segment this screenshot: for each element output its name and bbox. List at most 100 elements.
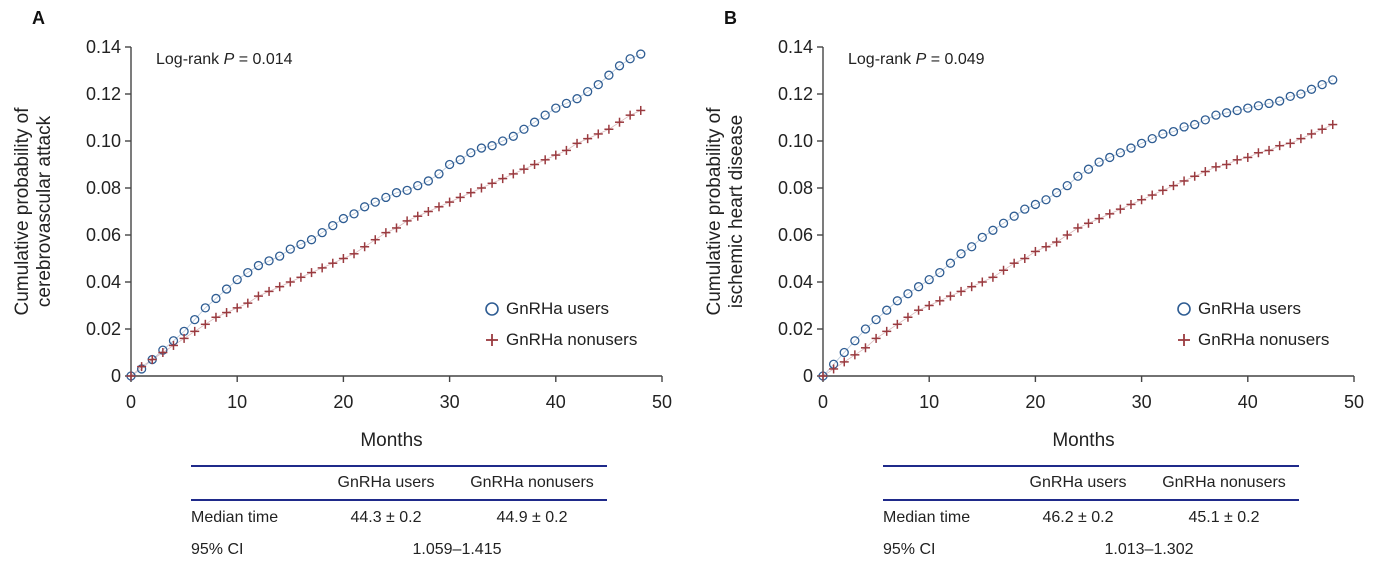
data-point — [1222, 160, 1232, 169]
y-tick-label: 0.14 — [86, 37, 121, 57]
data-point — [988, 225, 998, 235]
legend-marker-users — [1177, 302, 1191, 316]
data-point — [1296, 134, 1306, 144]
data-point — [1009, 258, 1019, 268]
data-point — [1328, 120, 1338, 130]
data-point — [476, 183, 486, 193]
data-point — [147, 355, 157, 365]
data-point — [190, 326, 200, 336]
y-axis-title-line: Cumulative probability of — [704, 107, 725, 316]
data-point — [860, 324, 871, 334]
data-point — [445, 197, 455, 207]
data-point — [604, 70, 614, 80]
data-point — [455, 155, 465, 165]
data-point — [1211, 162, 1221, 172]
data-point — [999, 265, 1009, 275]
table-cell-ci: 1.013–1.302 — [1104, 541, 1194, 558]
data-point — [328, 258, 338, 268]
data-point — [508, 169, 518, 179]
data-point — [892, 296, 902, 306]
annotation-value: = 0.014 — [234, 51, 292, 68]
legend-label-users: GnRHa users — [1198, 299, 1301, 318]
data-point — [264, 286, 274, 296]
table-cell-users: 44.3 ± 0.2 — [350, 509, 422, 526]
data-point — [1211, 110, 1221, 120]
data-point — [903, 312, 913, 322]
data-point — [423, 207, 433, 216]
data-point — [1168, 126, 1179, 137]
data-point — [392, 223, 401, 233]
data-point — [829, 364, 839, 374]
data-point — [487, 178, 497, 188]
data-point — [977, 232, 987, 243]
log-rank-annotation: Log-rank P = 0.049 — [848, 51, 985, 68]
y-tick-label: 0.02 — [778, 319, 813, 339]
x-tick-label: 30 — [1132, 392, 1152, 412]
data-point — [636, 105, 646, 115]
data-point — [1115, 148, 1126, 158]
data-point — [882, 305, 892, 315]
x-tick-label: 50 — [652, 392, 672, 412]
data-point — [1328, 75, 1338, 85]
annotation-value: = 0.049 — [926, 51, 984, 68]
data-point — [1243, 103, 1253, 113]
data-point — [593, 79, 603, 90]
y-axis-title-line: cerebrovascular attack — [34, 115, 55, 307]
table-header-nonusers: GnRHa nonusers — [470, 474, 594, 491]
data-point — [307, 268, 317, 278]
y-tick-label: 0 — [803, 366, 813, 386]
data-point — [1317, 124, 1327, 134]
data-point — [1253, 101, 1264, 111]
table-cell-nonusers: 45.1 ± 0.2 — [1188, 509, 1260, 526]
y-tick-label: 0.02 — [86, 319, 121, 339]
data-point — [1030, 199, 1041, 210]
data-point — [1158, 185, 1168, 195]
data-point — [211, 293, 221, 304]
table-cell-ci: 1.059–1.415 — [412, 541, 502, 558]
data-point — [551, 150, 561, 160]
annotation-prefix: Log-rank — [156, 51, 224, 68]
data-point — [200, 319, 210, 329]
data-point — [818, 371, 828, 381]
data-point — [1200, 167, 1210, 177]
data-point — [625, 110, 635, 120]
y-tick-label: 0.08 — [778, 178, 813, 198]
data-point — [615, 117, 625, 127]
data-point — [243, 267, 253, 278]
data-point — [572, 138, 582, 148]
data-point — [583, 134, 593, 144]
data-point — [1052, 237, 1062, 247]
legend-label-nonusers: GnRHa nonusers — [1198, 330, 1329, 349]
x-axis-title: Months — [360, 430, 422, 451]
data-point — [466, 148, 476, 158]
x-axis-title: Months — [1052, 430, 1114, 451]
series-nonusers — [818, 120, 1338, 381]
data-point — [924, 301, 934, 310]
y-tick-label: 0.10 — [86, 131, 121, 151]
chart-b: B 0 0.02 0.04 0.06 0.08 0.10 0.12 0.14 0 10 20 30 40 5… — [704, 8, 1364, 451]
data-point — [1147, 133, 1157, 144]
annotation-prefix: Log-rank — [848, 51, 916, 68]
data-point — [561, 145, 571, 155]
data-point — [179, 333, 189, 343]
series-line — [130, 53, 641, 377]
data-point — [444, 159, 455, 170]
y-tick-label: 0.14 — [778, 37, 813, 57]
data-point — [540, 110, 550, 120]
data-point — [945, 291, 955, 301]
data-point — [349, 209, 359, 219]
data-point — [402, 185, 412, 196]
y-axis-title: Cumulative probability ofcerebrovascular… — [12, 107, 55, 316]
data-point — [508, 131, 518, 141]
panel-label: A — [32, 8, 45, 28]
y-tick-label: 0.10 — [778, 131, 813, 151]
data-point — [1317, 79, 1327, 90]
data-point — [593, 129, 603, 139]
data-point — [1296, 89, 1306, 99]
panel-b: B 0 0.02 0.04 0.06 0.08 0.10 0.12 0.14 0 10 20 30 40 5… — [692, 0, 1383, 566]
data-point — [583, 87, 593, 97]
series-users — [126, 49, 646, 381]
data-point — [338, 254, 348, 263]
data-point — [1084, 218, 1093, 228]
data-point — [285, 244, 295, 254]
